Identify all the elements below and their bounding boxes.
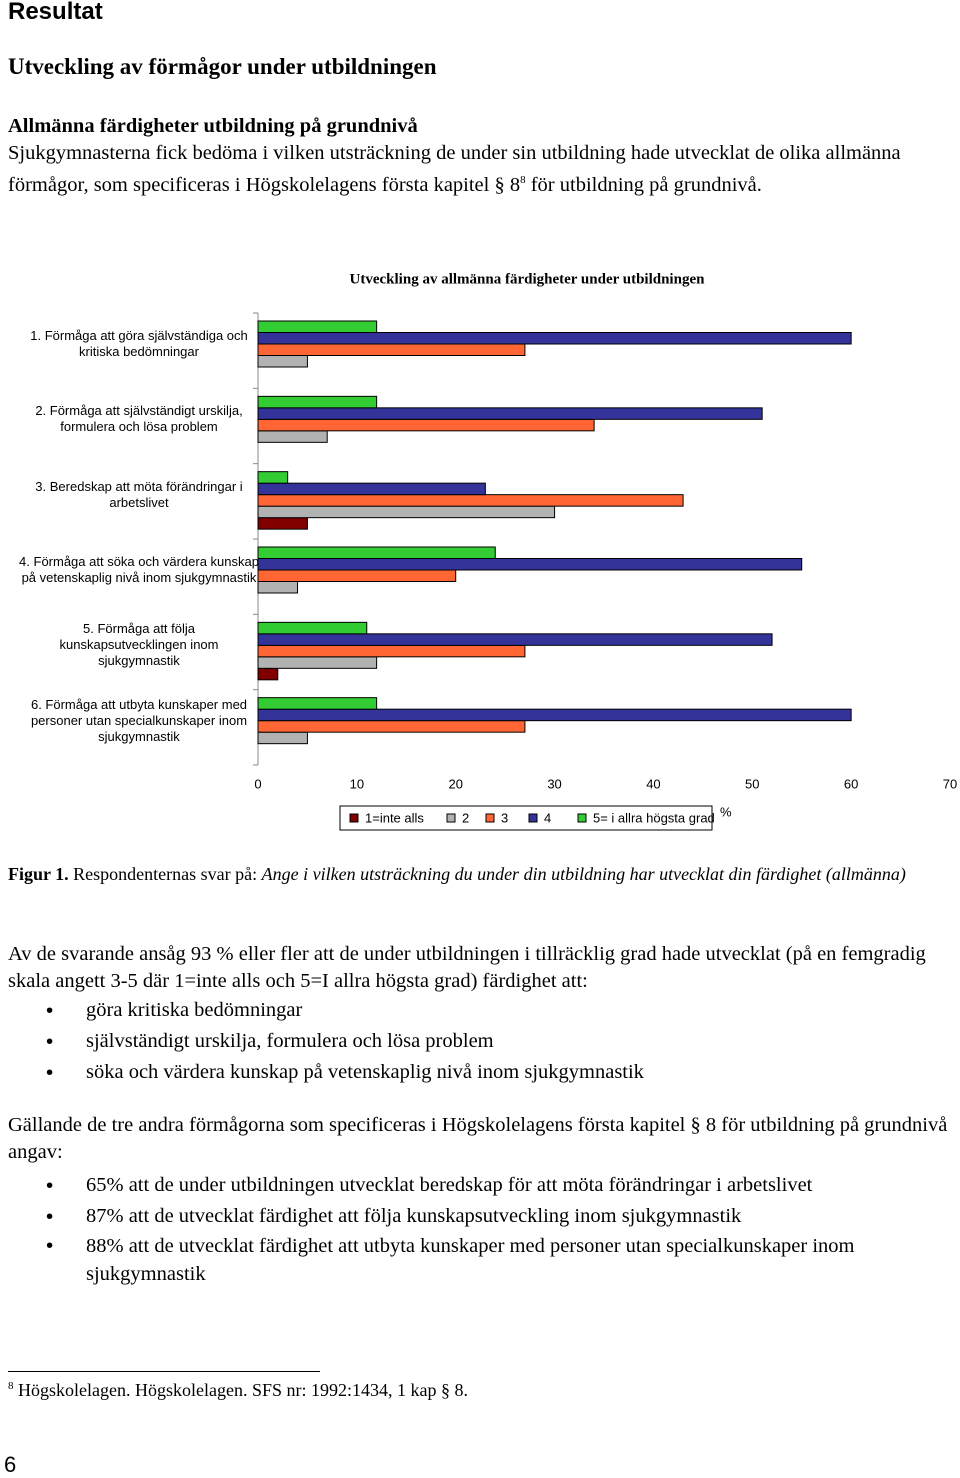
bar (257, 656, 378, 669)
bar (257, 407, 763, 420)
footnote-rule (8, 1371, 320, 1372)
bar (257, 569, 457, 582)
page-number: 6 (4, 1452, 17, 1477)
footnote-marker: 8 (8, 1380, 14, 1392)
paragraph-text: Av de svarande ansåg 93 % eller fler att… (8, 943, 926, 992)
bar (257, 418, 595, 432)
bar (257, 731, 308, 745)
legend-label: 2 (462, 810, 469, 825)
bar (257, 332, 852, 345)
category-label: 1. Förmåga att göra självständiga och kr… (30, 328, 248, 359)
bullet: 88% att de utvecklat färdighet att utbyt… (8, 1232, 948, 1288)
x-tick-label: 60 (844, 776, 858, 791)
bar (257, 505, 556, 519)
bar (257, 343, 526, 356)
x-axis-label: % (720, 804, 732, 819)
paragraph: Gällande de tre andra förmågorna som spe… (8, 1112, 948, 1288)
caption-question: Ange i vilken utsträckning du under din … (261, 864, 906, 884)
bar (257, 430, 328, 443)
footnote-text: Högskolelagen. Högskolelagen. SFS nr: 19… (18, 1380, 468, 1400)
bar (257, 667, 279, 681)
x-tick-label: 70 (943, 776, 957, 791)
bar (257, 355, 308, 368)
x-tick-label: 20 (448, 776, 462, 791)
bullet: 87% att de utvecklat färdighet att följa… (8, 1201, 948, 1232)
category-label: 5. Förmåga att följa kunskapsutvecklinge… (59, 621, 219, 669)
chart-title: Utveckling av allmänna färdigheter under… (350, 271, 706, 287)
intro-text: Sjukgymnasterna fick bedöma i vilken uts… (8, 142, 901, 196)
caption-text: Respondenternas svar på: (73, 864, 258, 884)
subtitle: Allmänna färdigheter utbildning på grund… (8, 115, 418, 137)
legend-label: 3 (501, 810, 508, 825)
legend-box (339, 805, 713, 831)
x-tick-label: 30 (547, 776, 561, 791)
bar (257, 633, 773, 646)
bar (257, 546, 496, 559)
bullet: göra kritiska bedömningar (8, 995, 948, 1026)
intro: Allmänna färdigheter utbildning på grund… (8, 113, 948, 199)
bar (257, 471, 289, 484)
bar (257, 558, 803, 571)
bar (257, 320, 378, 333)
bar (257, 697, 378, 710)
footnote-ref: 8 (520, 174, 526, 186)
category-label: 3. Beredskap att möta förändringar i arb… (35, 478, 243, 510)
bar (257, 517, 308, 530)
category-label: 2. Förmåga att självständigt urskilja, f… (35, 403, 243, 435)
bullet: söka och värdera kunskap på vetenskaplig… (8, 1057, 948, 1088)
x-tick-label: 40 (646, 776, 660, 791)
legend-swatch (528, 813, 538, 823)
category-label: 6. Förmåga att utbyta kunskaper med pers… (30, 696, 248, 744)
legend-label: 1=inte alls (365, 810, 424, 825)
footnote: 8 Högskolelagen. Högskolelagen. SFS nr: … (8, 1380, 468, 1401)
caption-label: Figur 1. (8, 864, 69, 884)
paragraph-text: Gällande de tre andra förmågorna som spe… (8, 1114, 948, 1163)
x-tick-label: 50 (745, 776, 759, 791)
legend-label: 4 (544, 810, 551, 825)
bar (257, 494, 684, 507)
bar (257, 708, 852, 722)
bullet: självständigt urskilja, formulera och lö… (8, 1026, 948, 1057)
paragraph: Av de svarande ansåg 93 % eller fler att… (8, 941, 948, 1088)
chart: Utveckling av allmänna färdigheter under… (253, 271, 957, 831)
legend-swatch (349, 813, 359, 823)
bar (257, 644, 526, 658)
legend-swatch (577, 813, 587, 823)
bar (257, 581, 299, 594)
x-tick-label: 10 (350, 776, 364, 791)
bar (257, 621, 368, 635)
bar (257, 482, 486, 496)
section-heading: Resultat (8, 0, 103, 25)
caption: Figur 1. Respondenternas svar på: Ange i… (8, 864, 906, 885)
bar (257, 720, 526, 733)
intro-text: för utbildning på grundnivå. (525, 173, 762, 196)
category-label: 4. Förmåga att söka och värdera kunskap … (19, 554, 259, 585)
bullet: 65% att de under utbildningen utvecklat … (8, 1170, 948, 1201)
x-tick-label: 0 (254, 776, 261, 791)
legend-swatch (485, 813, 495, 823)
title: Utveckling av förmågor under utbildninge… (8, 54, 437, 79)
bar (257, 395, 378, 409)
legend-label: 5= i allra högsta grad (593, 810, 715, 825)
legend-swatch (446, 813, 456, 823)
